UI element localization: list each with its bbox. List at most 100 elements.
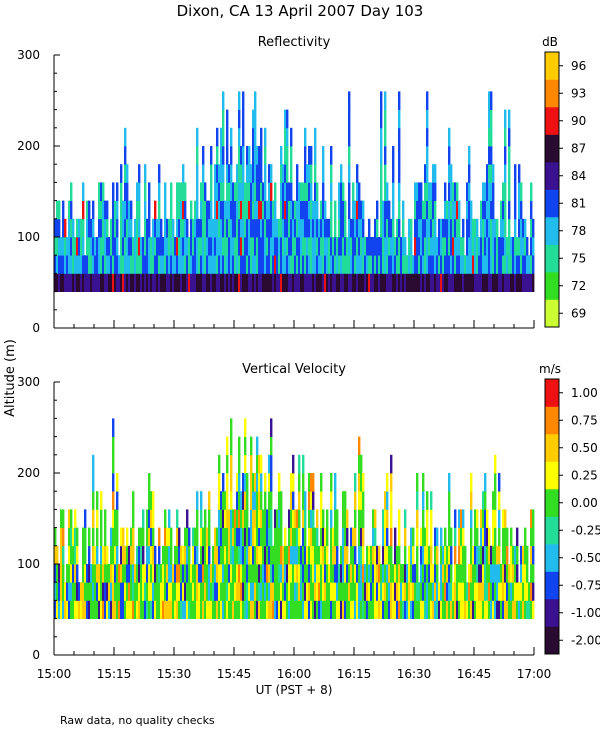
heatmap-cell bbox=[240, 545, 243, 565]
heatmap-cell bbox=[296, 182, 299, 201]
heatmap-cell bbox=[342, 564, 345, 583]
heatmap-cell bbox=[196, 509, 199, 528]
heatmap-cell bbox=[420, 200, 423, 220]
heatmap-cell bbox=[314, 200, 317, 220]
heatmap-cell bbox=[232, 582, 235, 601]
heatmap-cell bbox=[230, 473, 233, 492]
heatmap-cell bbox=[270, 418, 273, 437]
heatmap-cell bbox=[246, 509, 249, 528]
heatmap-cell bbox=[226, 600, 229, 619]
heatmap-cell bbox=[92, 218, 95, 238]
heatmap-cell bbox=[330, 273, 333, 292]
heatmap-cell bbox=[360, 582, 363, 601]
heatmap-cell bbox=[316, 582, 319, 601]
heatmap-cell bbox=[110, 237, 113, 256]
heatmap-cell bbox=[260, 473, 263, 492]
heatmap-cell bbox=[312, 527, 315, 547]
heatmap-cell bbox=[162, 582, 165, 601]
heatmap-cell bbox=[112, 182, 115, 201]
heatmap-cell bbox=[250, 491, 253, 510]
heatmap-cell bbox=[350, 273, 353, 292]
heatmap-cell bbox=[232, 200, 235, 220]
heatmap-cell bbox=[420, 218, 423, 238]
heatmap-cell bbox=[362, 491, 365, 510]
heatmap-cell bbox=[334, 564, 337, 583]
heatmap-cell bbox=[352, 564, 355, 583]
colorbar-segment bbox=[545, 406, 559, 435]
heatmap-cell bbox=[360, 255, 363, 274]
heatmap-cell bbox=[390, 509, 393, 528]
heatmap-cell bbox=[196, 218, 199, 238]
heatmap-cell bbox=[138, 527, 141, 547]
heatmap-cell bbox=[62, 564, 65, 583]
heatmap-cell bbox=[230, 200, 233, 220]
heatmap-cell bbox=[128, 564, 131, 583]
heatmap-cell bbox=[216, 182, 219, 201]
heatmap-cell bbox=[304, 273, 307, 292]
heatmap-cell bbox=[228, 545, 231, 565]
heatmap-cell bbox=[242, 509, 245, 528]
heatmap-cell bbox=[306, 164, 309, 183]
heatmap-cell bbox=[308, 273, 311, 292]
heatmap-cell bbox=[474, 527, 477, 547]
heatmap-cell bbox=[378, 273, 381, 292]
heatmap-cell bbox=[218, 237, 221, 256]
x-tick-label: 16:30 bbox=[397, 667, 432, 681]
heatmap-cell bbox=[208, 200, 211, 220]
heatmap-cell bbox=[444, 237, 447, 256]
heatmap-cell bbox=[208, 273, 211, 292]
heatmap-cell bbox=[104, 273, 107, 292]
heatmap-cell bbox=[438, 255, 441, 274]
heatmap-cell bbox=[532, 237, 535, 256]
heatmap-cell bbox=[268, 273, 271, 292]
heatmap-cell bbox=[372, 600, 375, 619]
heatmap-cell bbox=[166, 545, 169, 565]
heatmap-cell bbox=[448, 146, 451, 165]
heatmap-cell bbox=[86, 564, 89, 583]
heatmap-cell bbox=[306, 218, 309, 238]
heatmap-cell bbox=[336, 582, 339, 601]
colorbar-segment bbox=[545, 379, 559, 407]
heatmap-cell bbox=[386, 273, 389, 292]
heatmap-cell bbox=[70, 273, 73, 292]
heatmap-cell bbox=[514, 600, 517, 619]
colorbar-segment bbox=[545, 244, 559, 273]
heatmap-cell bbox=[506, 237, 509, 256]
heatmap-cell bbox=[226, 473, 229, 492]
heatmap-cell bbox=[82, 527, 85, 547]
heatmap-cell bbox=[58, 600, 61, 619]
heatmap-cell bbox=[412, 255, 415, 274]
heatmap-cell bbox=[278, 600, 281, 619]
heatmap-cell bbox=[442, 255, 445, 274]
heatmap-cell bbox=[84, 545, 87, 565]
heatmap-cell bbox=[496, 273, 499, 292]
heatmap-cell bbox=[116, 527, 119, 547]
heatmap-cell bbox=[100, 218, 103, 238]
heatmap-cell bbox=[504, 255, 507, 274]
heatmap-cell bbox=[432, 164, 435, 183]
heatmap-cell bbox=[98, 582, 101, 601]
heatmap-cell bbox=[334, 491, 337, 510]
heatmap-cell bbox=[96, 600, 99, 619]
heatmap-cell bbox=[90, 600, 93, 619]
heatmap-cell bbox=[422, 473, 425, 492]
heatmap-cell bbox=[320, 273, 323, 292]
heatmap-cell bbox=[352, 582, 355, 601]
heatmap-cell bbox=[372, 509, 375, 528]
heatmap-cell bbox=[250, 200, 253, 220]
heatmap-cell bbox=[514, 182, 517, 201]
heatmap-cell bbox=[396, 545, 399, 565]
heatmap-cell bbox=[490, 182, 493, 201]
heatmap-cell bbox=[314, 545, 317, 565]
heatmap-cell bbox=[322, 218, 325, 238]
heatmap-cell bbox=[226, 127, 229, 147]
heatmap-cell bbox=[132, 509, 135, 528]
heatmap-cell bbox=[450, 582, 453, 601]
heatmap-cell bbox=[230, 237, 233, 256]
heatmap-cell bbox=[342, 527, 345, 547]
heatmap-cell bbox=[458, 255, 461, 274]
heatmap-cell bbox=[418, 273, 421, 292]
heatmap-cell bbox=[124, 582, 127, 601]
heatmap-cell bbox=[348, 127, 351, 147]
heatmap-cell bbox=[354, 218, 357, 238]
